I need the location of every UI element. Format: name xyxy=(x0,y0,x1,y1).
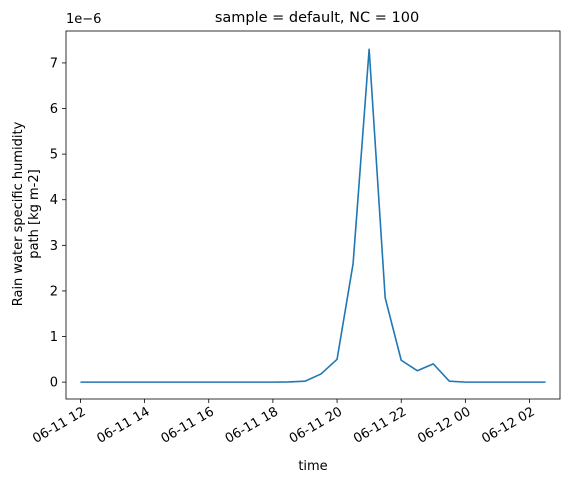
y-tick-label: 3 xyxy=(50,239,58,254)
y-axis-label-line-1: Rain water specific humidity xyxy=(11,121,26,306)
x-tick-label: 06-11 12 xyxy=(30,404,88,446)
x-tick-label: 06-11 22 xyxy=(351,404,409,446)
x-tick-label: 06-11 16 xyxy=(159,404,217,446)
x-tick-label: 06-12 02 xyxy=(479,404,537,446)
x-axis-label: time xyxy=(298,459,327,474)
y-tick-label: 6 xyxy=(50,102,58,117)
x-axis-ticks: 06-11 12 06-11 14 06-11 16 06-11 18 06-11 20… xyxy=(30,399,538,447)
y-tick-label: 5 xyxy=(50,148,58,163)
chart-title: sample = default, NC = 100 xyxy=(215,10,419,26)
series-layer xyxy=(80,48,546,383)
y-tick-label: 0 xyxy=(50,376,58,391)
y-axis-ticks: 0 1 2 3 4 5 6 7 xyxy=(50,56,66,391)
x-tick-label: 06-12 00 xyxy=(415,404,473,446)
series-line xyxy=(80,48,546,383)
y-offset-label: 1e−6 xyxy=(66,12,101,27)
y-tick-label: 2 xyxy=(50,284,58,299)
y-axis-label-line-2: path [kg m-2] xyxy=(27,169,42,258)
y-tick-label: 1 xyxy=(50,330,58,345)
plot-frame xyxy=(65,30,561,400)
x-tick-label: 06-11 14 xyxy=(94,404,152,446)
x-tick-label: 06-11 18 xyxy=(223,404,281,446)
y-axis-label: Rain water specific humidity path [kg m-… xyxy=(11,121,42,306)
x-tick-label: 06-11 20 xyxy=(287,404,345,446)
y-tick-label: 4 xyxy=(50,193,58,208)
y-tick-label: 7 xyxy=(50,56,58,71)
